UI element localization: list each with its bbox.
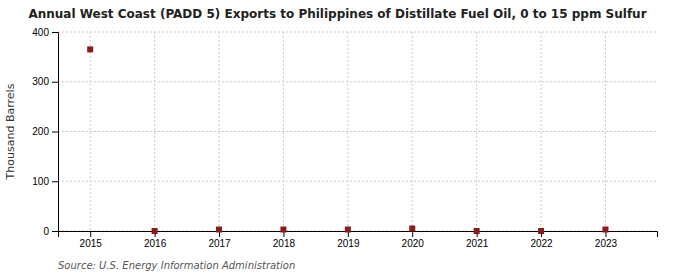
tick: 300 <box>32 76 58 87</box>
tick-label: 2018 <box>273 238 296 249</box>
tick-mark <box>412 231 413 237</box>
grid-line-y <box>58 81 657 82</box>
grid <box>58 32 657 231</box>
tick: 400 <box>32 27 58 38</box>
tick-label: 2021 <box>466 238 489 249</box>
axis-line <box>59 232 658 238</box>
grid-line-x <box>541 32 542 231</box>
grid-line-x <box>476 32 477 231</box>
tick-label: 2016 <box>144 238 167 249</box>
tick-mark <box>52 231 58 232</box>
point <box>152 228 158 234</box>
grid-line-y <box>58 131 657 132</box>
y-axis-label: Thousand Barrels <box>4 83 17 180</box>
point <box>345 227 351 233</box>
grid-line-x <box>90 32 91 231</box>
tick-label: 2020 <box>402 238 425 249</box>
plot: 2015 2016 2017 2018 2019 2020 2021 2022 2023 0 100… <box>32 27 657 249</box>
tick-label: 2022 <box>530 238 553 249</box>
marks <box>87 46 608 234</box>
point <box>409 226 415 232</box>
source: Source: U.S. Energy Information Administ… <box>58 260 295 271</box>
tick-mark <box>52 132 58 133</box>
y-axis: 0 100 200 300 400 <box>32 27 58 237</box>
tick: 100 <box>32 176 58 187</box>
tick-label: 300 <box>32 76 49 87</box>
tick-label: 2015 <box>80 238 103 249</box>
tick: 2023 <box>595 231 618 249</box>
tick-mark <box>52 32 58 33</box>
grid-line-y <box>58 181 657 182</box>
tick: 2017 <box>208 231 231 249</box>
x-axis: 2015 2016 2017 2018 2019 2020 2021 2022 2023 <box>59 231 658 249</box>
tick-label: 2017 <box>208 238 231 249</box>
grid-line-x <box>605 32 606 231</box>
tick: 2015 <box>80 231 103 249</box>
grid-line-y <box>58 32 657 33</box>
tick-label: 100 <box>32 176 49 187</box>
point <box>216 227 222 233</box>
tick-mark <box>52 181 58 182</box>
tick: 2019 <box>337 231 360 249</box>
tick-label: 2023 <box>595 238 618 249</box>
grid-line-x <box>219 32 220 231</box>
axis-line <box>52 33 59 232</box>
tick: 0 <box>43 226 58 237</box>
tick-label: 2019 <box>337 238 360 249</box>
point <box>280 227 286 233</box>
title: Annual West Coast (PADD 5) Exports to Ph… <box>28 7 646 21</box>
tick-mark <box>52 82 58 83</box>
tick-mark <box>90 231 91 237</box>
chart: Annual West Coast (PADD 5) Exports to Ph… <box>0 0 675 275</box>
point <box>474 228 480 234</box>
tick-label: 0 <box>43 226 49 237</box>
tick-label: 200 <box>32 126 49 137</box>
tick-label: 400 <box>32 27 49 38</box>
grid-line-x <box>347 32 348 231</box>
point <box>538 228 544 234</box>
grid-line-x <box>154 32 155 231</box>
tick: 200 <box>32 126 58 137</box>
tick: 2020 <box>402 231 425 249</box>
grid-line-x <box>283 32 284 231</box>
point <box>87 46 93 52</box>
point <box>602 227 608 233</box>
grid-line-x <box>412 32 413 231</box>
tick: 2018 <box>273 231 296 249</box>
